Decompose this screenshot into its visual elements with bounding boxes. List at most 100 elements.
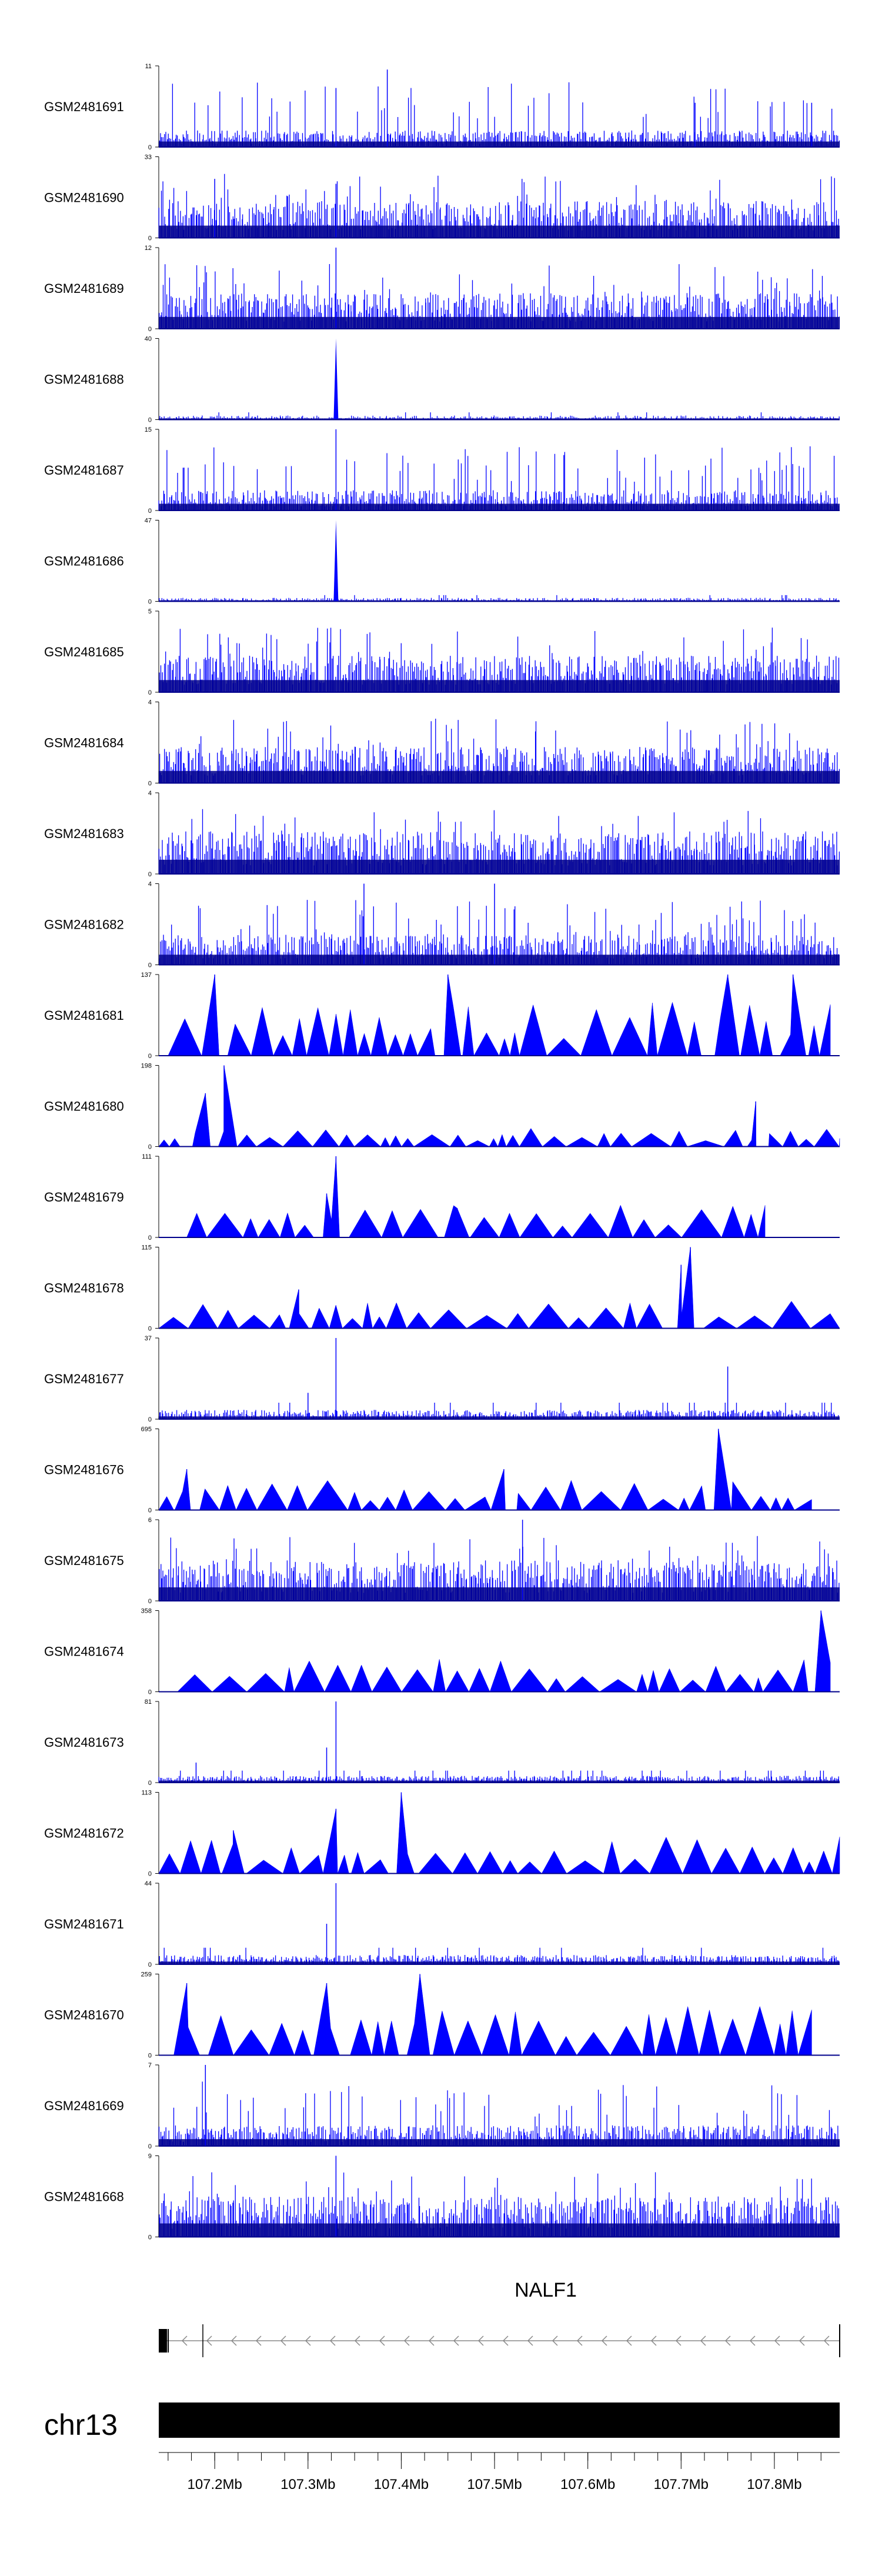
y-tick-label-max: 115 (141, 1244, 152, 1252)
strand-arrow (799, 2335, 805, 2346)
coverage-bars (158, 2081, 840, 2146)
y-tick-label-max: 7 (148, 2062, 152, 2069)
y-tick-label-min: 0 (148, 508, 152, 515)
x-tick-label: 107.2Mb (187, 2477, 242, 2492)
coverage-baseline (159, 1587, 840, 1601)
strand-arrow (576, 2335, 583, 2346)
coverage-area (158, 1429, 812, 1511)
track-label: GSM2481682 (44, 917, 124, 932)
strand-arrow (650, 2335, 657, 2346)
strand-arrow (724, 2335, 731, 2346)
peak (333, 338, 339, 420)
coverage-area (168, 1974, 812, 2056)
coverage-area (158, 1065, 840, 1147)
track-label: GSM2481681 (44, 1008, 124, 1023)
strand-arrow (403, 2335, 410, 2346)
x-tick-label: 107.7Mb (654, 2477, 709, 2492)
strand-arrow (502, 2335, 509, 2346)
strand-arrow (700, 2335, 706, 2346)
y-tick-label-max: 4 (148, 790, 152, 797)
coverage-baseline (159, 955, 840, 965)
track-GSM2481681: GSM2481681 137 0 (44, 972, 840, 1060)
y-tick-label-max: 5 (148, 608, 152, 615)
track-GSM2481675: GSM2481675 6 0 (44, 1517, 840, 1605)
gene-label: NALF1 (514, 2279, 577, 2301)
chromosome-band (159, 2403, 840, 2438)
track-GSM2481690: GSM2481690 33 0 (44, 154, 840, 242)
y-tick-label-min: 0 (148, 2053, 152, 2060)
y-tick-label-min: 0 (148, 780, 152, 788)
track-label: GSM2481677 (44, 1372, 124, 1386)
strand-arrow (477, 2335, 484, 2346)
coverage-baseline (159, 418, 840, 420)
x-tick-label: 107.8Mb (747, 2477, 801, 2492)
x-tick-label: 107.6Mb (560, 2477, 615, 2492)
track-label: GSM2481691 (44, 99, 124, 114)
track-GSM2481669: GSM2481669 7 0 (44, 2062, 840, 2150)
x-tick-label: 107.5Mb (467, 2477, 522, 2492)
track-GSM2481677: GSM2481677 37 0 (44, 1335, 840, 1423)
coverage-baseline (159, 2223, 840, 2237)
track-label: GSM2481687 (44, 463, 124, 478)
strand-arrow (379, 2335, 385, 2346)
track-label: GSM2481688 (44, 372, 124, 387)
track-GSM2481686: GSM2481686 47 0 (44, 518, 840, 606)
track-label: GSM2481673 (44, 1735, 124, 1750)
y-tick-label-min: 0 (148, 1234, 152, 1242)
track-GSM2481674: GSM2481674 358 0 (44, 1608, 840, 1696)
track-label: GSM2481671 (44, 1917, 124, 1931)
y-tick-label-min: 0 (148, 1416, 152, 1423)
y-tick-label-min: 0 (148, 689, 152, 696)
strand-arrow (206, 2335, 212, 2346)
y-tick-label-min: 0 (148, 2234, 152, 2241)
coverage-tracks: GSM2481691110GSM2481690330GSM2481689120G… (44, 63, 840, 2241)
y-tick-label-max: 259 (141, 1971, 152, 1978)
coverage-area (158, 1792, 840, 1874)
track-GSM2481673: GSM2481673 81 0 (44, 1699, 840, 1787)
coverage-bars (158, 446, 839, 510)
strand-arrow (675, 2335, 681, 2346)
strand-arrow (230, 2335, 237, 2346)
coverage-baseline (159, 1416, 840, 1419)
y-tick-label-min: 0 (148, 326, 152, 333)
track-label: GSM2481684 (44, 736, 124, 750)
strand-arrow (552, 2335, 558, 2346)
strand-arrow (354, 2335, 360, 2346)
y-tick-label-min: 0 (148, 962, 152, 969)
track-GSM2481687: GSM2481687 15 0 (44, 426, 840, 515)
coverage-baseline (159, 225, 840, 238)
coverage-baseline (159, 1780, 840, 1783)
strand-arrow (774, 2335, 780, 2346)
y-tick-label-max: 111 (142, 1153, 152, 1160)
track-GSM2481685: GSM2481685 5 0 (44, 608, 840, 696)
coverage-area (177, 1610, 834, 1693)
gene-exon (159, 2329, 167, 2353)
coverage-area (158, 1247, 840, 1329)
x-tick-label: 107.3Mb (280, 2477, 335, 2492)
track-GSM2481683: GSM2481683 4 0 (44, 790, 840, 878)
strand-arrow (749, 2335, 756, 2346)
y-tick-label-max: 4 (148, 699, 152, 706)
y-tick-label-min: 0 (148, 144, 152, 151)
strand-arrow (823, 2335, 830, 2346)
track-label: GSM2481689 (44, 281, 124, 296)
track-GSM2481684: GSM2481684 4 0 (44, 699, 840, 788)
y-tick-label-max: 40 (145, 336, 152, 343)
y-tick-label-max: 44 (145, 1880, 152, 1887)
y-tick-label-min: 0 (148, 417, 152, 424)
track-GSM2481679: GSM2481679 111 0 (44, 1153, 840, 1242)
coverage-area (186, 1156, 766, 1238)
y-tick-label-min: 0 (148, 1780, 152, 1787)
strand-arrow (527, 2335, 533, 2346)
y-tick-label-min: 0 (148, 1144, 152, 1151)
track-label: GSM2481672 (44, 1826, 124, 1841)
track-label: GSM2481674 (44, 1644, 124, 1659)
track-label: GSM2481683 (44, 826, 124, 841)
strand-arrow (453, 2335, 459, 2346)
strand-arrow (601, 2335, 607, 2346)
coverage-baseline (159, 2139, 840, 2146)
track-GSM2481680: GSM2481680 198 0 (44, 1063, 840, 1151)
track-GSM2481671: GSM2481671 44 0 (44, 1880, 840, 1968)
y-tick-label-max: 137 (141, 972, 152, 979)
y-tick-label-min: 0 (148, 1689, 152, 1696)
